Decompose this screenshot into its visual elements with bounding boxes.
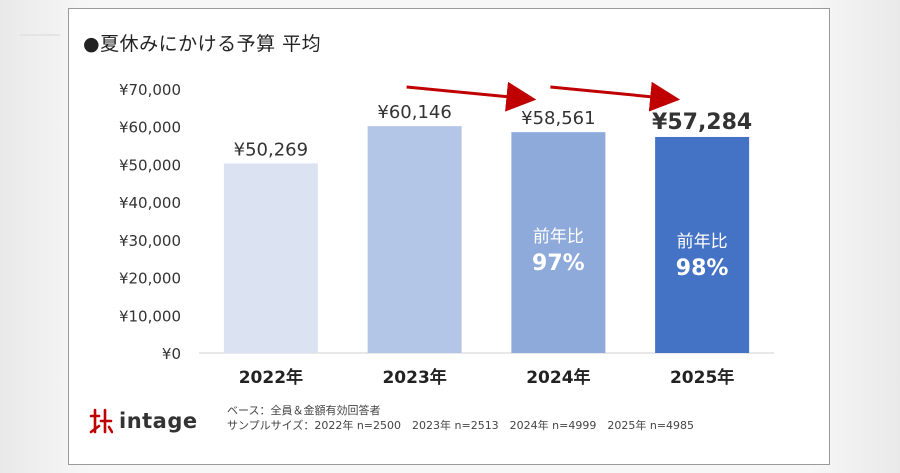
bar (655, 136, 750, 353)
x-tick-label: 2022年 (239, 367, 303, 388)
x-tick-label: 2025年 (670, 367, 734, 388)
y-tick-label: ¥0 (162, 345, 181, 363)
chart-notes: ベース：全員＆金額有効回答者 サンプルサイズ：2022年 n=2500 2023… (227, 403, 694, 433)
intage-logo-icon (89, 408, 113, 434)
bar (511, 132, 606, 353)
yoy-percent: 97% (532, 251, 585, 276)
yoy-label: 前年比 (533, 227, 584, 247)
bar (367, 126, 462, 353)
decline-arrow (406, 81, 537, 112)
yoy-percent: 98% (676, 256, 729, 281)
data-label: ¥50,269 (234, 139, 308, 160)
decline-arrow (550, 81, 681, 112)
y-tick-label: ¥60,000 (119, 119, 181, 137)
y-tick-label: ¥10,000 (119, 307, 181, 325)
chart-title: ●夏休みにかける予算 平均 (83, 33, 322, 55)
note-sample-size: サンプルサイズ：2022年 n=2500 2023年 n=2513 2024年 … (227, 419, 695, 432)
y-tick-label: ¥30,000 (119, 232, 181, 250)
background-blur (20, 34, 60, 36)
yoy-label: 前年比 (677, 232, 728, 252)
bar (223, 163, 318, 353)
intage-logo: intage (89, 407, 198, 435)
x-tick-label: 2024年 (526, 367, 590, 388)
y-tick-label: ¥50,000 (119, 156, 181, 174)
data-label: ¥57,284 (652, 110, 752, 135)
x-tick-label: 2023年 (382, 367, 446, 388)
data-label: ¥58,561 (521, 108, 595, 129)
data-label: ¥60,146 (377, 102, 451, 123)
chart-card: ●夏休みにかける予算 平均 ¥0 ¥10,000 ¥20,000 ¥30,000 ¥40… (68, 8, 830, 465)
note-base: ベース：全員＆金額有効回答者 (227, 404, 381, 417)
y-tick-label: ¥70,000 (119, 81, 181, 99)
y-tick-label: ¥20,000 (119, 270, 181, 288)
logo-text: intage (119, 409, 198, 433)
bar-chart: ¥0 ¥10,000 ¥20,000 ¥30,000 ¥40,000 ¥50,000 ¥60… (119, 81, 774, 388)
y-tick-label: ¥40,000 (119, 194, 181, 212)
